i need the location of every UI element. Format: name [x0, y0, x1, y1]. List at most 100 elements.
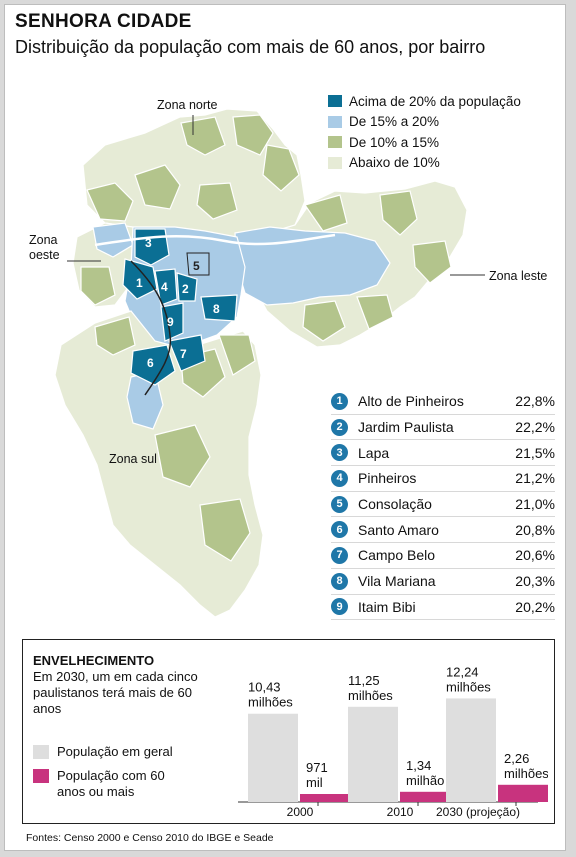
- page-title: SENHORA CIDADE: [15, 11, 192, 32]
- map-district-5: [186, 252, 210, 276]
- legend-swatch: [327, 155, 343, 170]
- map-region-north-green-2: [134, 164, 181, 210]
- map-district-8: [200, 294, 238, 322]
- map-region-east-green-3: [412, 240, 452, 284]
- rank-value: 21,0%: [515, 496, 555, 513]
- data-label-general-2: milhões: [446, 679, 491, 694]
- legend-swatch: [327, 114, 343, 129]
- map-label-5: 5: [193, 259, 200, 273]
- map-label-1: 1: [136, 276, 143, 290]
- bar-general-1: [348, 706, 398, 802]
- map-district-9: [160, 302, 184, 342]
- table-row: 2 Jardim Paulista 22,2%: [331, 415, 555, 441]
- rank-number-badge: 4: [331, 469, 348, 487]
- aging-legend-general-label: População em geral: [57, 744, 173, 759]
- sao-paulo-map: 3 1 4 2 5 9 8 7 6: [54, 108, 485, 618]
- map-region-east-green-1: [304, 194, 348, 232]
- aging-swatch-general: [33, 745, 49, 759]
- infographic: SENHORA CIDADE Distribuição da população…: [4, 4, 566, 851]
- rank-name: Santo Amaro: [358, 521, 439, 538]
- aging-swatch-elderly: [33, 769, 49, 783]
- rank-name: Pinheiros: [358, 470, 417, 487]
- map-region-north-green-4: [232, 114, 274, 156]
- aging-text: Em 2030, um em cada cinco paulistanos te…: [33, 669, 198, 716]
- x-tick-label-2: 2030 (projeção): [436, 805, 520, 819]
- bar-general-0: [248, 713, 298, 802]
- zone-west-label: Zona oeste: [29, 233, 60, 263]
- map-label-2: 2: [182, 282, 189, 296]
- legend-item-15to20: De 15% a 20%: [327, 112, 521, 133]
- map-base: 3 1 4 2 5 9 8 7 6: [54, 108, 485, 618]
- table-row: 8 Vila Mariana 20,3%: [331, 569, 555, 595]
- map-district-6: [130, 344, 176, 386]
- rank-number-badge: 2: [331, 418, 348, 436]
- map-region-west-green: [80, 266, 116, 306]
- data-label-elderly-0: mil: [306, 775, 323, 790]
- rank-name: Alto de Pinheiros: [358, 393, 464, 410]
- rank-number-badge: 3: [331, 444, 348, 462]
- bar-general-2: [446, 698, 496, 802]
- map-region-south-green-2: [218, 334, 256, 376]
- rank-name: Jardim Paulista: [358, 419, 454, 436]
- river-pinheiros: [130, 260, 172, 396]
- rank-number-badge: 7: [331, 546, 348, 564]
- legend-label: Abaixo de 10%: [349, 155, 440, 171]
- map-district-4: [154, 268, 178, 306]
- legend-swatch: [327, 94, 343, 109]
- legend-item-above20: Acima de 20% da população: [327, 91, 521, 112]
- rank-name: Campo Belo: [358, 547, 436, 564]
- map-label-3: 3: [145, 236, 152, 250]
- legend-label: De 15% a 20%: [349, 114, 440, 130]
- map-label-4: 4: [161, 280, 168, 294]
- map-region-east-green-5: [356, 294, 394, 330]
- rank-value: 22,8%: [515, 393, 555, 410]
- x-tick-label-1: 2010: [387, 805, 414, 819]
- map-region-east-green-2: [379, 190, 418, 236]
- map-district-7: [168, 334, 206, 372]
- data-label-general-1: 11,25: [348, 673, 380, 688]
- data-label-elderly-1: milhão: [406, 773, 444, 788]
- map-district-2: [176, 272, 198, 302]
- zone-west-line2: oeste: [29, 248, 60, 262]
- rank-value: 20,8%: [515, 521, 555, 538]
- rank-value: 21,2%: [515, 470, 555, 487]
- bar-elderly-0: [300, 794, 350, 802]
- map-region-south-green-3: [94, 316, 136, 356]
- map-label-6: 6: [147, 356, 154, 370]
- data-label-elderly-0: 971: [306, 760, 328, 775]
- map-legend: Acima de 20% da população De 15% a 20% D…: [327, 91, 521, 173]
- zone-south-label: Zona sul: [109, 452, 157, 466]
- legend-item-below10: Abaixo de 10%: [327, 153, 521, 174]
- legend-item-10to15: De 10% a 15%: [327, 132, 521, 153]
- legend-label: Acima de 20% da população: [349, 93, 521, 109]
- data-label-elderly-1: 1,34: [406, 758, 431, 773]
- table-row: 3 Lapa 21,5%: [331, 440, 555, 467]
- rank-name: Lapa: [358, 444, 390, 461]
- data-label-elderly-2: milhões: [504, 766, 548, 781]
- zone-east-label: Zona leste: [489, 269, 548, 283]
- data-label-general-1: milhões: [348, 688, 393, 703]
- legend-label: De 10% a 15%: [349, 134, 440, 150]
- aging-legend-elderly: População com 60 anos ou mais: [33, 768, 177, 800]
- map-region-south-green-5: [199, 498, 251, 562]
- river-tiete: [94, 233, 336, 247]
- rank-number-badge: 1: [331, 392, 348, 410]
- map-region-north-green-5: [262, 144, 300, 192]
- rank-value: 21,5%: [515, 444, 555, 461]
- footer-sources: Fontes: Censo 2000 e Censo 2010 do IBGE …: [26, 832, 274, 844]
- aging-title: ENVELHECIMENTO: [33, 653, 155, 668]
- table-row: 4 Pinheiros 21,2%: [331, 466, 555, 492]
- legend-swatch: [327, 135, 343, 150]
- rank-number-badge: 9: [331, 598, 348, 616]
- map-region-east-green-4: [302, 300, 346, 342]
- map-region-north-green-1: [86, 182, 134, 222]
- table-row: 7 Campo Belo 20,6%: [331, 543, 555, 569]
- data-label-general-2: 12,24: [446, 664, 479, 679]
- rank-value: 20,2%: [515, 598, 555, 615]
- rank-number-badge: 8: [331, 572, 348, 590]
- rank-name: Vila Mariana: [358, 573, 436, 590]
- data-label-general-0: 10,43: [248, 680, 281, 695]
- bar-elderly-2: [498, 784, 548, 802]
- aging-legend-elderly-label: População com 60 anos ou mais: [57, 768, 165, 799]
- data-label-elderly-2: 2,26: [504, 751, 529, 766]
